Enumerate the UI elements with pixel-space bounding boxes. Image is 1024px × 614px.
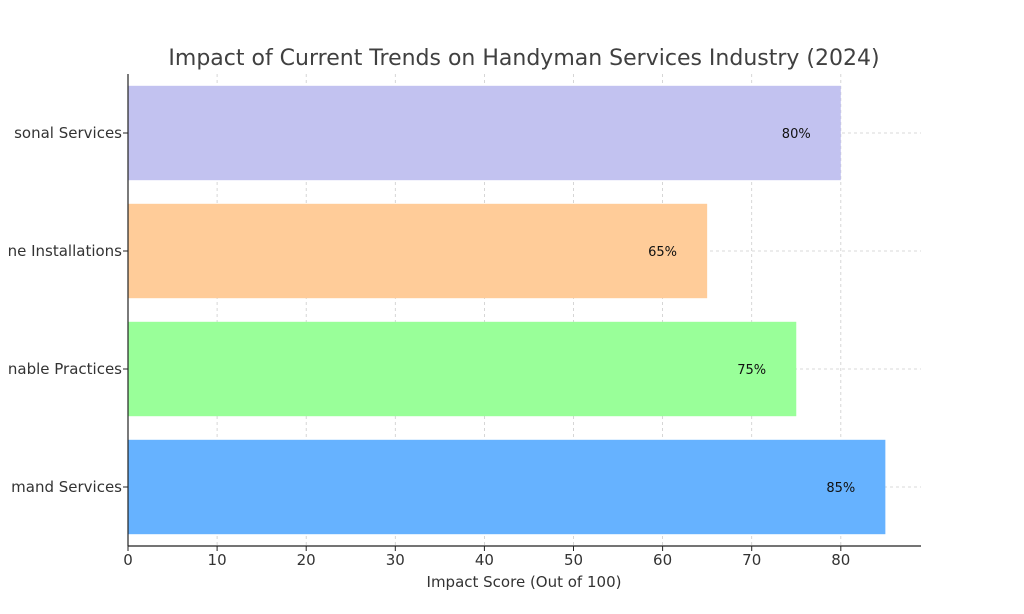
chart-title: Impact of Current Trends on Handyman Ser… bbox=[168, 46, 879, 71]
bar bbox=[128, 321, 797, 417]
x-tick-label: 50 bbox=[564, 551, 583, 569]
bar-value-label: 65% bbox=[648, 245, 677, 260]
axes bbox=[127, 74, 921, 547]
bar bbox=[128, 85, 841, 181]
y-tick-label: sonal Services bbox=[14, 124, 122, 142]
x-tick-label: 20 bbox=[297, 551, 316, 569]
bar-value-label: 85% bbox=[826, 481, 855, 496]
y-tick-label: nable Practices bbox=[8, 360, 122, 378]
bar-value-label: 80% bbox=[782, 127, 811, 142]
x-tick-label: 30 bbox=[386, 551, 405, 569]
x-tick-label: 80 bbox=[831, 551, 850, 569]
bar bbox=[128, 203, 708, 299]
x-tick-label: 10 bbox=[208, 551, 227, 569]
y-tick-label: mand Services bbox=[11, 478, 122, 496]
bars: 85% 75% 65% 80% bbox=[128, 85, 886, 535]
bar-value-label: 75% bbox=[737, 363, 766, 378]
x-axis-title: Impact Score (Out of 100) bbox=[427, 573, 622, 591]
ticks: 0 10 20 30 40 50 60 70 80 bbox=[123, 132, 850, 569]
x-tick-label: 70 bbox=[742, 551, 761, 569]
bar bbox=[128, 439, 886, 535]
labels: mand Services nable Practices ne Installat… bbox=[8, 124, 123, 496]
x-tick-label: 0 bbox=[123, 551, 133, 569]
x-tick-label: 40 bbox=[475, 551, 494, 569]
x-tick-label: 60 bbox=[653, 551, 672, 569]
y-tick-label: ne Installations bbox=[8, 242, 123, 260]
